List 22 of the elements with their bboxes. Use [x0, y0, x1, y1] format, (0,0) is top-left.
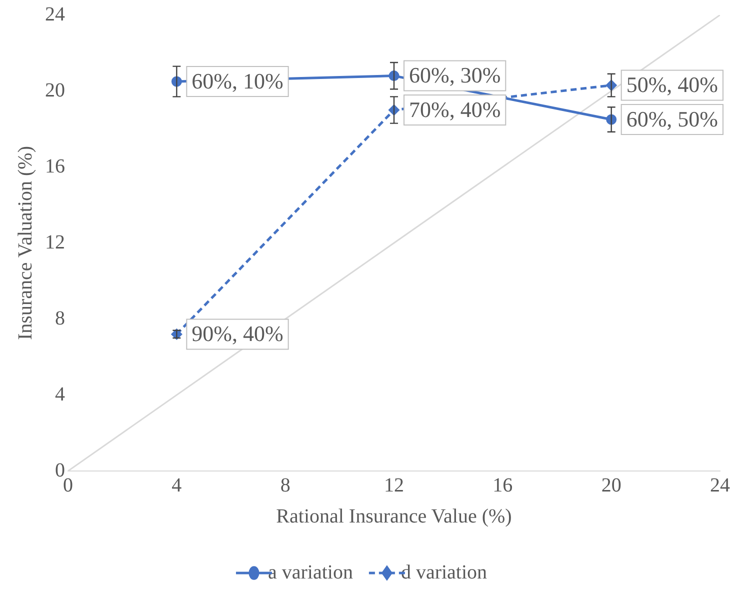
- y-axis-title: Insurance Valuation (%): [14, 146, 36, 340]
- annotation: 60%, 30%: [409, 62, 501, 88]
- y-tick-label: 16: [45, 155, 65, 178]
- y-tick-label: 8: [55, 307, 65, 330]
- y-tick-label: 12: [45, 231, 65, 254]
- y-tick-label: 0: [55, 459, 65, 482]
- x-tick-label: 8: [280, 474, 290, 496]
- annotation: 70%, 40%: [409, 96, 501, 122]
- annotation: 90%, 40%: [192, 320, 284, 346]
- x-tick-label: 24: [710, 474, 730, 496]
- x-tick-label: 4: [172, 474, 182, 496]
- legend-label: a variation: [268, 561, 353, 584]
- x-tick-label: 12: [384, 474, 404, 496]
- x-tick-label: 20: [601, 474, 622, 496]
- annotation: 50%, 40%: [626, 72, 718, 98]
- x-axis-title: Rational Insurance Value (%): [276, 505, 512, 528]
- y-tick-label: 20: [45, 79, 65, 102]
- annotation: 60%, 50%: [626, 106, 718, 132]
- y-tick-label: 24: [45, 3, 65, 26]
- x-tick-label: 16: [492, 474, 513, 496]
- y-tick-label: 4: [55, 383, 65, 406]
- annotation: 60%, 10%: [192, 68, 284, 94]
